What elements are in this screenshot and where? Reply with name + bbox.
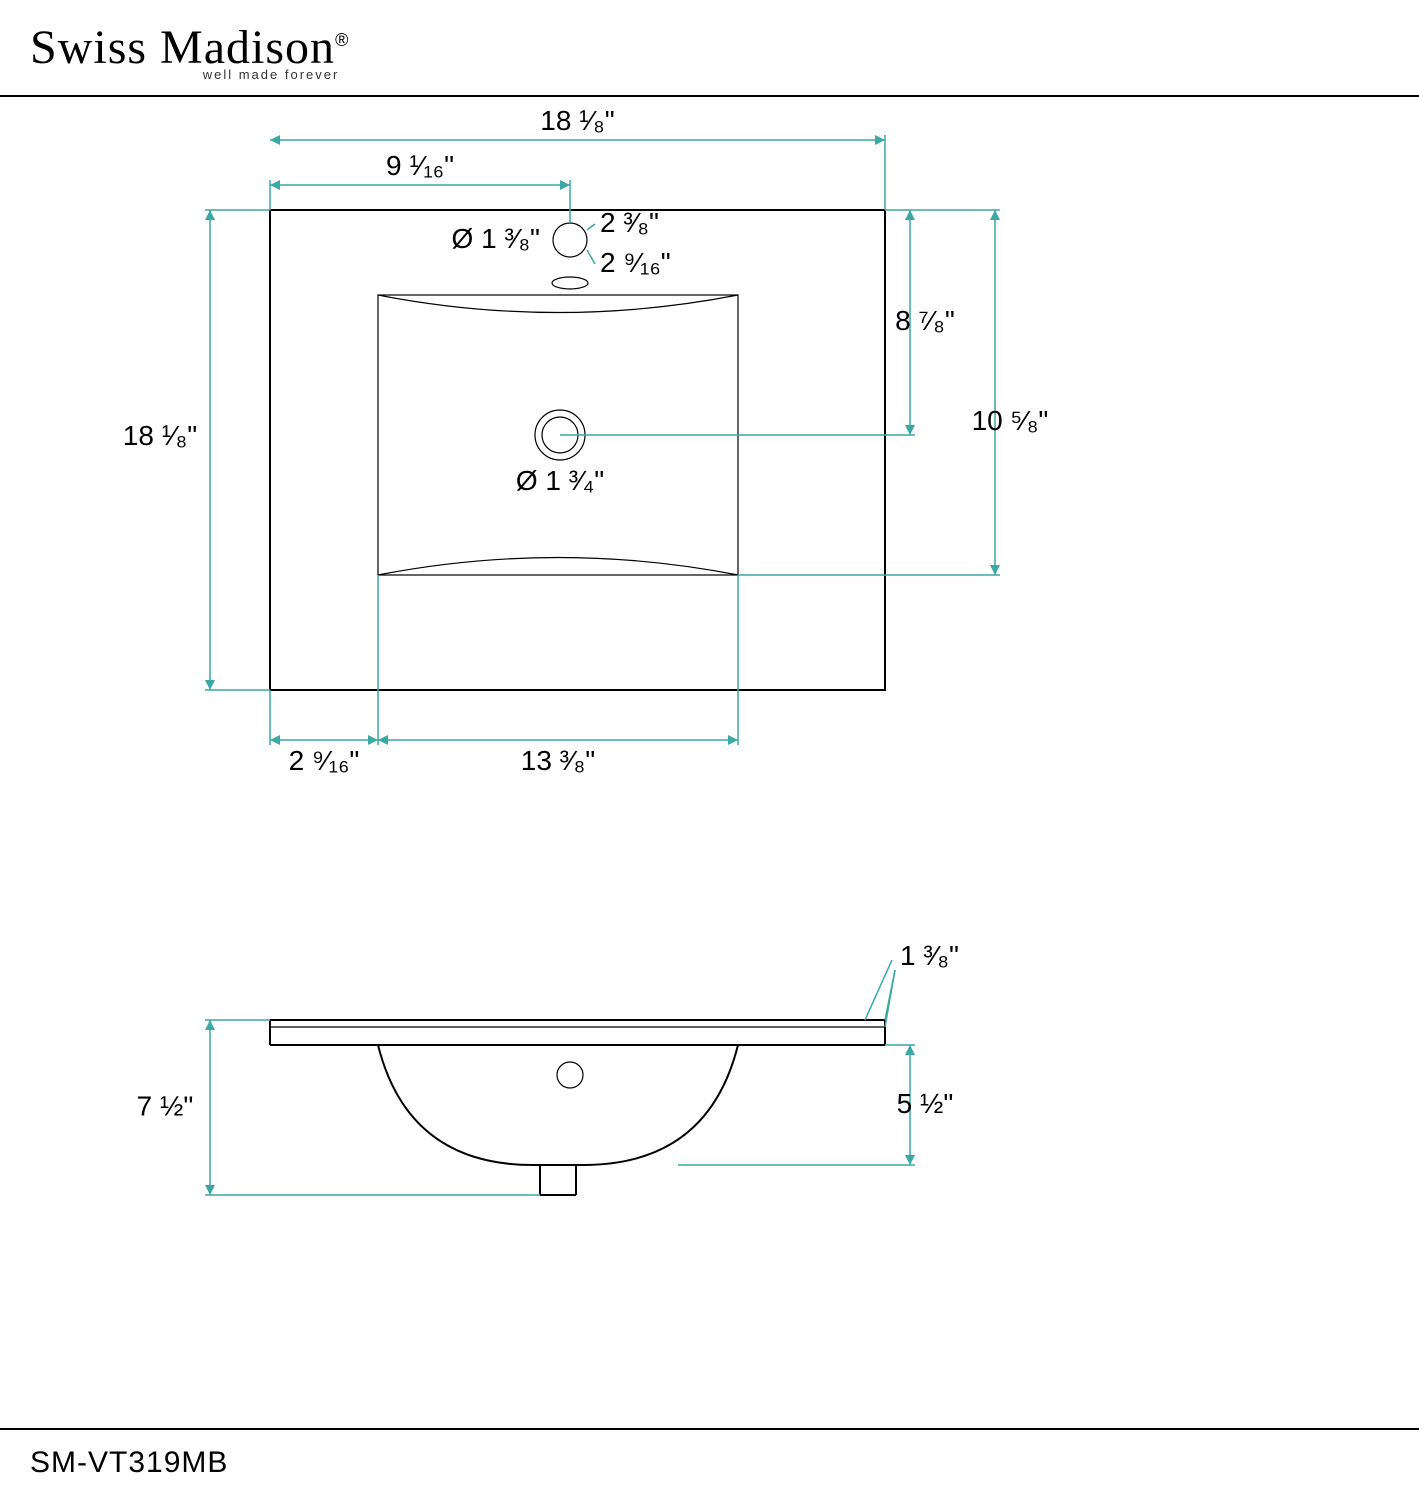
technical-drawing: Ø 1 ³⁄₈" Ø 1 ³⁄₄" 18 ¹⁄₈" 9 ¹⁄₁₆" 2 ³⁄₈" 2 ⁹⁄… [0,0,1419,1500]
svg-text:5 ½": 5 ½" [897,1088,954,1119]
svg-text:7 ½": 7 ½" [137,1091,194,1122]
svg-text:13 ³⁄₈": 13 ³⁄₈" [521,745,595,776]
svg-text:2 ⁹⁄₁₆": 2 ⁹⁄₁₆" [600,247,671,278]
svg-text:18 ¹⁄₈": 18 ¹⁄₈" [123,420,197,451]
svg-text:2 ⁹⁄₁₆": 2 ⁹⁄₁₆" [289,745,360,776]
svg-text:Ø 1 ³⁄₈": Ø 1 ³⁄₈" [452,223,540,254]
svg-text:9 ¹⁄₁₆": 9 ¹⁄₁₆" [386,150,454,181]
svg-text:10 ⁵⁄₈": 10 ⁵⁄₈" [972,405,1049,436]
svg-text:2 ³⁄₈": 2 ³⁄₈" [600,207,659,238]
svg-text:Ø 1 ³⁄₄": Ø 1 ³⁄₄" [516,465,604,496]
svg-text:8 ⁷⁄₈": 8 ⁷⁄₈" [895,305,955,336]
svg-text:18 ¹⁄₈": 18 ¹⁄₈" [540,105,614,136]
svg-text:1 ³⁄₈": 1 ³⁄₈" [900,940,959,971]
